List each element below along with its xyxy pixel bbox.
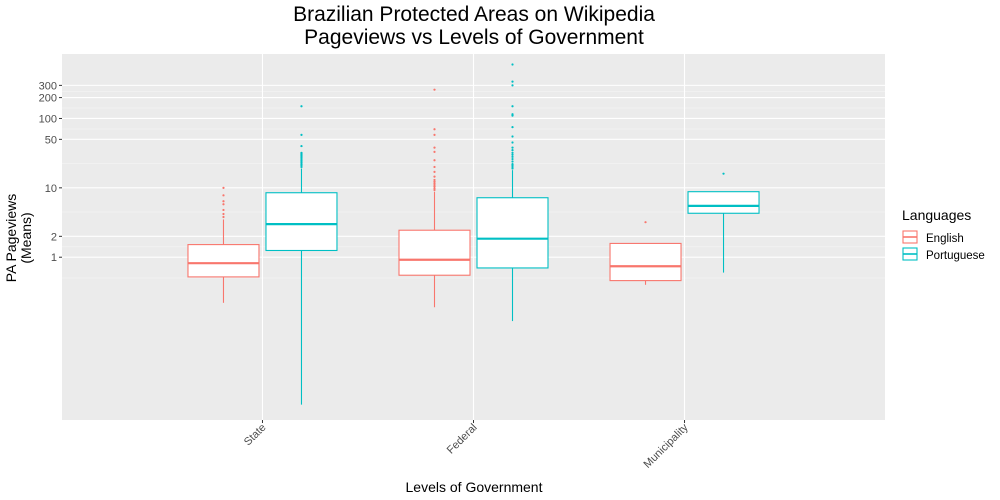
x-axis-ticks: State Federal Municipality — [242, 420, 691, 471]
outlier-point — [222, 186, 225, 189]
outlier-point — [433, 150, 436, 153]
outlier-point — [511, 141, 514, 144]
legend-label: English — [926, 233, 964, 245]
outlier-point — [511, 63, 514, 66]
outlier-point — [511, 157, 514, 161]
outlier-point — [433, 128, 436, 131]
y-tick-label: 100 — [39, 113, 57, 125]
box-iqr — [398, 229, 471, 276]
outlier-point — [433, 170, 436, 173]
box-iqr — [265, 192, 338, 252]
box-english-state — [187, 186, 260, 303]
box-portuguese-federal — [476, 63, 549, 322]
box-english-federal — [398, 88, 471, 308]
chart-title-line1: Brazilian Protected Areas on Wikipedia — [293, 3, 655, 26]
outlier-point — [433, 188, 436, 192]
outlier-point — [433, 185, 436, 188]
outlier-point — [433, 178, 436, 182]
outlier-point — [511, 105, 514, 108]
legend: Languages English Portuguese — [902, 207, 985, 262]
outlier-point — [433, 133, 436, 136]
outlier-point — [433, 88, 436, 91]
box-iqr — [609, 242, 682, 282]
box-iqr — [476, 197, 549, 269]
outlier-point — [511, 113, 514, 116]
y-tick-label: 10 — [45, 183, 57, 195]
outlier-point — [511, 148, 514, 152]
outlier-point — [433, 159, 436, 162]
y-axis-title-line1: PA Pageviews — [3, 194, 19, 282]
outlier-point — [433, 165, 436, 169]
outlier-point — [222, 200, 225, 203]
outlier-point — [222, 208, 225, 212]
outlier-point — [511, 160, 514, 163]
y-tick-label: 1 — [51, 252, 57, 264]
outlier-point — [433, 175, 436, 178]
outlier-point — [222, 203, 225, 206]
box-iqr — [687, 191, 760, 214]
outlier-point — [511, 146, 514, 149]
y-tick-label: 300 — [39, 80, 57, 92]
outlier-point — [511, 155, 514, 158]
legend-item-portuguese: Portuguese — [902, 247, 985, 262]
outlier-point — [722, 172, 725, 175]
outlier-point — [300, 133, 303, 136]
outlier-point — [433, 183, 436, 187]
legend-label: Portuguese — [926, 250, 985, 262]
y-tick-label: 200 — [39, 93, 57, 105]
outlier-point — [511, 80, 514, 83]
y-tick-label: 50 — [45, 134, 57, 146]
outlier-point — [511, 151, 514, 154]
outlier-point — [222, 194, 225, 197]
outlier-point — [433, 180, 436, 183]
outlier-point — [511, 126, 514, 129]
y-axis-title-line2: (Means) — [18, 212, 34, 263]
box-portuguese-state — [265, 105, 338, 405]
chart-title-line2: Pageviews vs Levels of Government — [304, 26, 644, 49]
box-portuguese-municipality — [687, 172, 760, 273]
box-plots — [187, 63, 760, 405]
box-iqr — [187, 244, 260, 278]
x-axis-title: Levels of Government — [406, 479, 543, 495]
legend-item-english: English — [902, 230, 964, 245]
outlier-point — [222, 212, 225, 216]
x-tick-label: Municipality — [642, 421, 691, 470]
outlier-point — [300, 105, 303, 108]
x-tick-label: Federal — [445, 422, 480, 457]
legend-title: Languages — [902, 207, 971, 223]
outlier-point — [222, 215, 225, 219]
box-english-municipality — [609, 221, 682, 285]
outlier-point — [644, 221, 647, 224]
outlier-point — [511, 84, 514, 87]
outlier-point — [511, 135, 514, 138]
outlier-point — [300, 151, 303, 154]
y-tick-label: 2 — [51, 231, 57, 243]
outlier-point — [300, 144, 303, 148]
outlier-point — [433, 146, 436, 149]
outlier-point — [433, 182, 436, 185]
outlier-point — [511, 162, 514, 166]
x-tick-label: State — [242, 422, 269, 449]
outlier-point — [511, 153, 514, 156]
outlier-point — [511, 167, 514, 170]
outlier-point — [433, 187, 436, 190]
